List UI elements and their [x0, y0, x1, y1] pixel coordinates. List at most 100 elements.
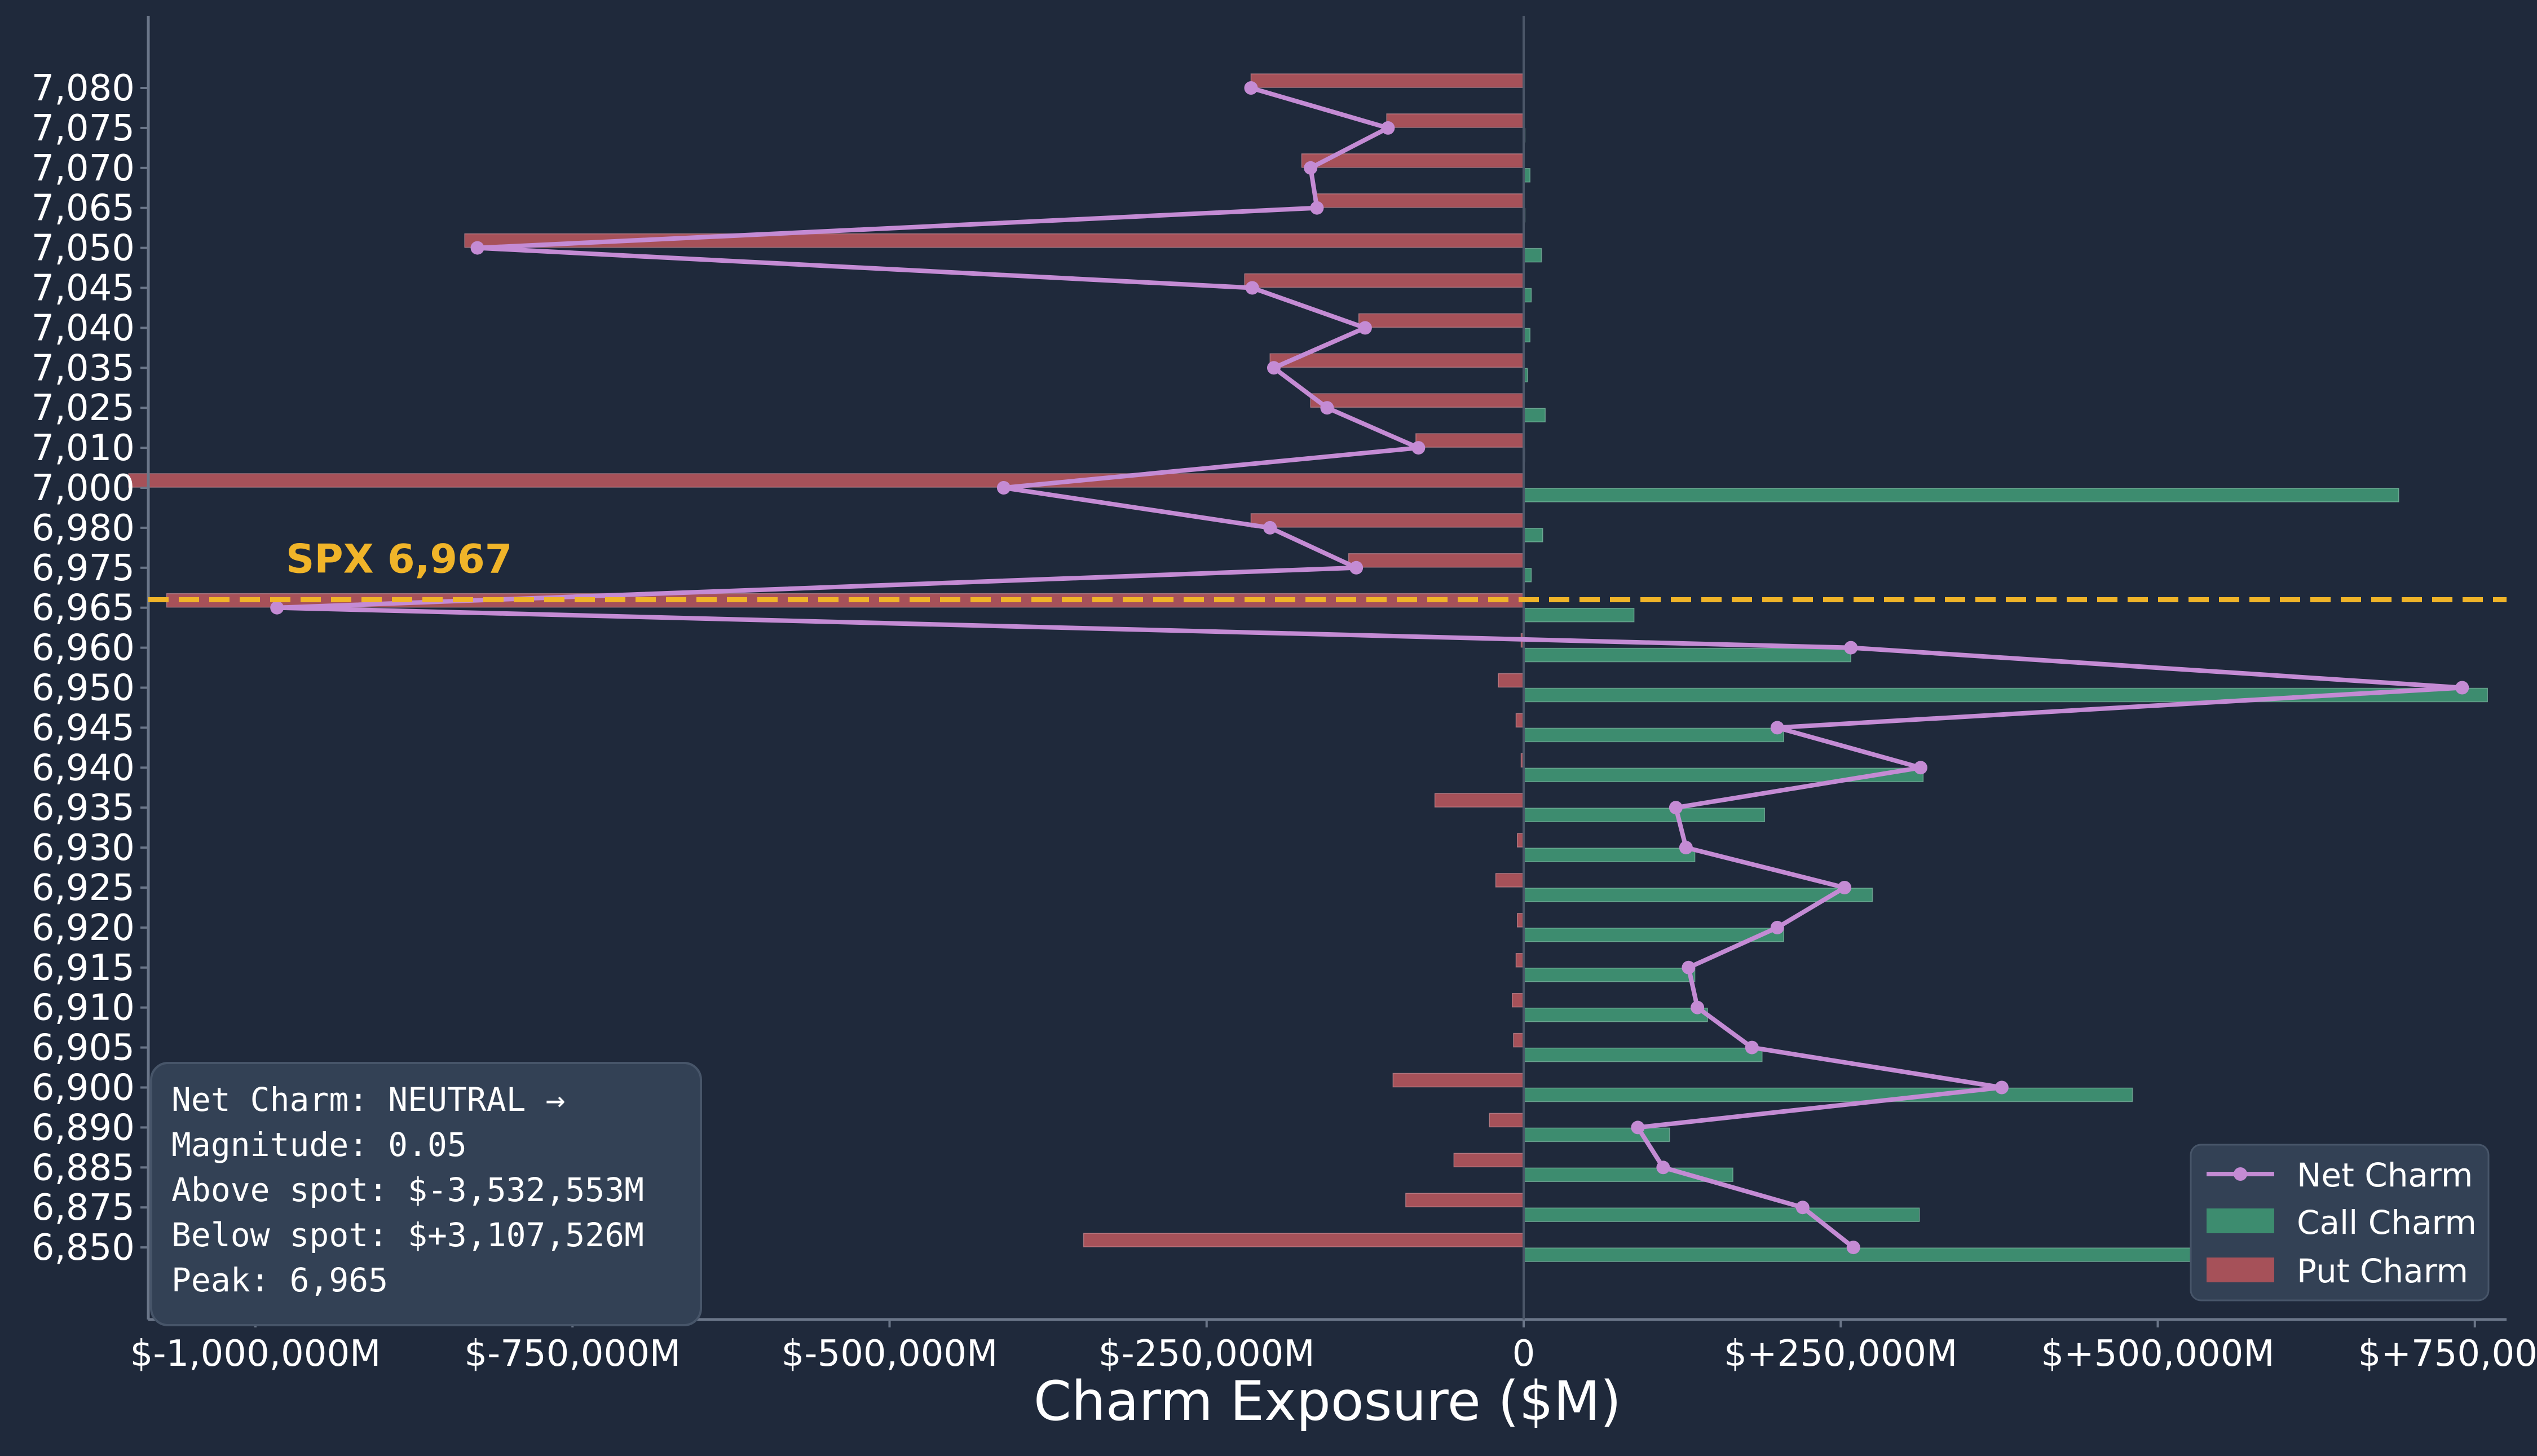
call-charm-bar-16 — [1523, 727, 1784, 743]
x-tick-label: $-1,000,000M — [130, 1333, 381, 1375]
put-charm-bar-11 — [1250, 513, 1524, 528]
net-charm-line — [275, 86, 2465, 1250]
x-axis-label: Charm Exposure ($M) — [1034, 1370, 1621, 1433]
net-charm-point-12 — [1349, 561, 1364, 575]
y-tick-label: 7,080 — [32, 68, 135, 109]
put-charm-bar-7 — [1269, 353, 1524, 368]
y-tick-label: 7,040 — [32, 307, 135, 349]
call-charm-bar-20 — [1523, 888, 1873, 902]
put-charm-bar-22 — [1515, 953, 1524, 968]
x-tick-label: 0 — [1512, 1333, 1536, 1375]
net-charm-point-6 — [1358, 321, 1372, 335]
net-charm-point-15 — [2455, 681, 2469, 695]
call-charm-bar-24 — [1523, 1047, 1763, 1062]
net-charm-point-9 — [1411, 441, 1426, 455]
put-charm-bar-24 — [1513, 1033, 1524, 1048]
spot-price-label: SPX 6,967 — [286, 536, 512, 583]
stats-line-1: Magnitude: 0.05 — [171, 1126, 467, 1164]
y-tick-label: 6,935 — [32, 787, 135, 829]
stats-line-4: Peak: 6,965 — [171, 1261, 388, 1299]
y-tick-label: 6,965 — [32, 588, 135, 629]
y-tick-label: 7,065 — [32, 188, 135, 230]
call-charm-bar-18 — [1523, 808, 1766, 822]
net-charm-point-21 — [1770, 920, 1784, 934]
x-tick-label: $-750,000M — [464, 1333, 681, 1375]
y-tick-label: 7,010 — [32, 427, 135, 469]
x-tick-label: $-250,000M — [1098, 1333, 1315, 1375]
call-charm-bar-12 — [1523, 568, 1532, 583]
net-charm-point-28 — [1795, 1201, 1810, 1215]
legend-put-swatch — [2207, 1258, 2274, 1282]
call-charm-bar-4 — [1523, 248, 1542, 263]
put-charm-bar-6 — [1358, 313, 1524, 328]
legend-call-swatch — [2207, 1208, 2274, 1233]
y-tick-label: 6,900 — [32, 1067, 135, 1109]
stats-line-0: Net Charm: NEUTRAL → — [171, 1080, 565, 1119]
put-charm-bar-3 — [1314, 193, 1524, 208]
y-tick-label: 6,975 — [32, 548, 135, 589]
y-tick-label: 7,000 — [32, 467, 135, 509]
net-charm-point-2 — [1304, 161, 1318, 175]
net-charm-point-13 — [270, 601, 284, 615]
y-tick-label: 7,070 — [32, 148, 135, 189]
y-tick-label: 7,075 — [32, 108, 135, 149]
y-tick-label: 6,945 — [32, 707, 135, 749]
call-charm-bar-23 — [1523, 1007, 1708, 1022]
legend-net-marker — [2234, 1167, 2247, 1181]
put-charm-bar-1 — [1386, 113, 1524, 128]
call-charm-bar-22 — [1523, 968, 1696, 982]
put-charm-bar-27 — [1453, 1153, 1524, 1168]
put-charm-bar-15 — [1498, 673, 1524, 688]
call-charm-bar-14 — [1523, 647, 1851, 663]
call-charm-bar-28 — [1523, 1207, 1920, 1222]
put-charm-bar-0 — [1250, 73, 1524, 88]
put-charm-bar-2 — [1301, 153, 1524, 168]
net-charm-point-20 — [1837, 881, 1851, 894]
y-tick-label: 7,045 — [32, 268, 135, 310]
put-charm-bar-18 — [1434, 793, 1524, 808]
net-charm-point-7 — [1267, 361, 1281, 375]
y-tick-label: 6,960 — [32, 628, 135, 669]
y-tick-label: 6,850 — [32, 1227, 135, 1269]
y-tick-label: 6,890 — [32, 1107, 135, 1149]
net-charm-point-10 — [996, 481, 1011, 495]
y-tick-label: 6,905 — [32, 1027, 135, 1069]
y-tick-label: 7,035 — [32, 347, 135, 389]
call-charm-bar-25 — [1523, 1087, 2133, 1102]
net-charm-point-1 — [1381, 121, 1395, 135]
net-charm-point-0 — [1244, 81, 1258, 95]
net-charm-point-11 — [1263, 520, 1277, 535]
net-charm-point-14 — [1844, 641, 1858, 655]
net-charm-point-19 — [1679, 841, 1693, 855]
call-charm-bar-8 — [1523, 408, 1546, 422]
put-charm-bar-8 — [1310, 393, 1524, 408]
y-tick-label: 6,915 — [32, 947, 135, 989]
net-charm-point-4 — [470, 241, 484, 255]
put-charm-bar-28 — [1405, 1193, 1524, 1207]
put-charm-bar-23 — [1512, 992, 1524, 1008]
call-charm-bar-5 — [1523, 288, 1532, 303]
put-charm-bar-9 — [1415, 433, 1524, 448]
net-charm-point-27 — [1656, 1161, 1670, 1175]
net-charm-point-18 — [1669, 801, 1683, 815]
x-tick-label: $+250,000M — [1724, 1333, 1957, 1375]
put-charm-bar-29 — [1083, 1233, 1524, 1247]
y-tick-label: 6,925 — [32, 867, 135, 909]
stats-line-3: Below spot: $+3,107,526M — [171, 1216, 644, 1254]
stats-line-2: Above spot: $-3,532,553M — [171, 1171, 644, 1209]
y-tick-label: 7,050 — [32, 228, 135, 270]
call-charm-bar-11 — [1523, 528, 1543, 542]
legend-call-label: Call Charm — [2297, 1203, 2477, 1242]
call-charm-bar-19 — [1523, 848, 1696, 862]
x-tick-label: $+500,000M — [2041, 1333, 2274, 1375]
net-charm-point-17 — [1913, 761, 1927, 775]
put-charm-bar-5 — [1244, 273, 1524, 288]
net-charm-point-3 — [1310, 201, 1324, 215]
y-tick-label: 6,940 — [32, 747, 135, 789]
call-charm-bar-29 — [1523, 1247, 2292, 1262]
net-charm-point-8 — [1320, 401, 1334, 415]
put-charm-bar-16 — [1515, 713, 1524, 728]
y-tick-label: 6,950 — [32, 668, 135, 709]
